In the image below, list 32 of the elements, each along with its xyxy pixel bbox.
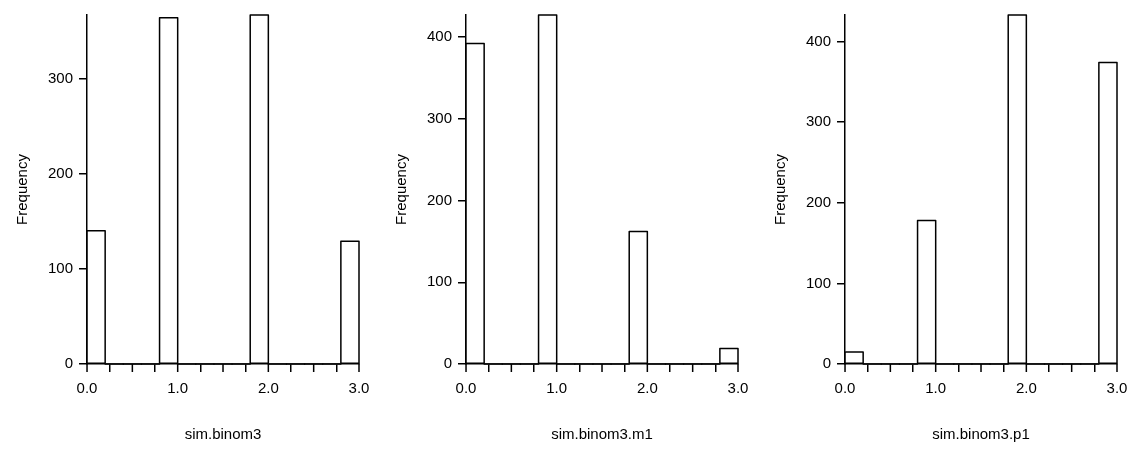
x-tick-label: 0.0: [76, 379, 98, 397]
x-tick-label: 0.0: [455, 379, 477, 397]
y-tick-label: 200: [806, 192, 832, 210]
x-tick-label: 1.0: [167, 379, 189, 397]
y-axis-title: Frequency: [392, 153, 410, 225]
x-tick-label: 2.0: [1015, 379, 1037, 397]
x-tick-label: 2.0: [636, 379, 658, 397]
y-tick-label: 0: [822, 354, 832, 372]
y-tick-label: 100: [806, 273, 832, 291]
x-tick-label: 1.0: [925, 379, 947, 397]
y-tick-label: 0: [64, 354, 74, 372]
y-tick-label: 200: [48, 163, 74, 181]
x-tick-label: 3.0: [348, 379, 370, 397]
x-axis-title: sim.binom3: [184, 425, 262, 443]
y-tick-label: 400: [806, 31, 832, 49]
x-axis-title: sim.binom3.m1: [551, 425, 653, 443]
y-axis-title: Frequency: [13, 153, 31, 225]
x-tick-label: 2.0: [257, 379, 279, 397]
y-axis-title: Frequency: [771, 153, 789, 225]
x-tick-label: 3.0: [1106, 379, 1128, 397]
y-tick-label: 300: [427, 108, 453, 126]
x-axis-title: sim.binom3.p1: [932, 425, 1030, 443]
y-tick-label: 200: [427, 190, 453, 208]
x-tick-label: 3.0: [727, 379, 749, 397]
y-tick-label: 300: [48, 68, 74, 86]
x-tick-label: 0.0: [834, 379, 856, 397]
y-tick-label: 300: [806, 112, 832, 130]
y-tick-label: 400: [427, 27, 453, 45]
y-tick-label: 0: [443, 354, 453, 372]
y-tick-label: 100: [48, 259, 74, 277]
x-tick-label: 1.0: [546, 379, 568, 397]
y-tick-label: 100: [427, 272, 453, 290]
